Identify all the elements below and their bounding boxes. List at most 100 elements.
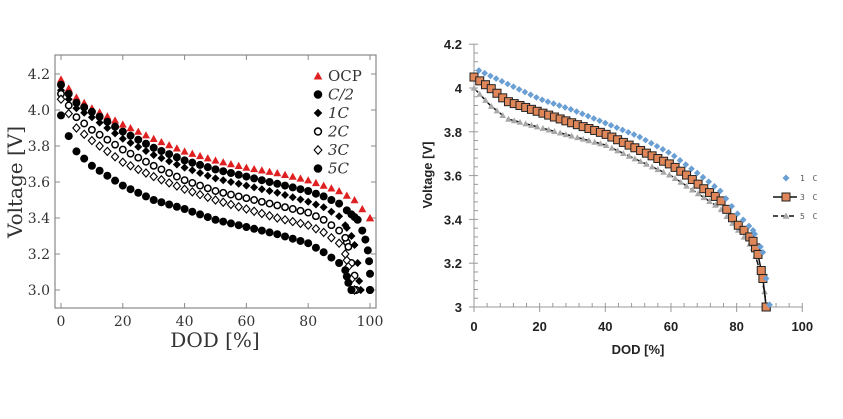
right-1c-point: [659, 146, 667, 153]
left-1c-point: [304, 197, 313, 206]
left-c-2-point: [366, 286, 374, 294]
right-legend-marker: [782, 212, 790, 219]
left-2c-point: [250, 196, 259, 204]
right-5c-point: [614, 147, 621, 154]
left-c-2-point: [311, 189, 320, 198]
left-1c-point: [165, 157, 174, 166]
left-5c-point: [219, 217, 228, 226]
right-5c-point: [700, 194, 708, 201]
left-2c-point: [157, 165, 166, 174]
left-c-2-point: [250, 174, 259, 183]
left-2c-point: [95, 130, 104, 139]
right-legend-marker: [781, 192, 791, 202]
left-ocp-point: [281, 170, 290, 178]
right-5c-point: [487, 102, 495, 109]
left-y-tick-label: 3.6: [28, 175, 50, 191]
left-1c-point: [353, 259, 362, 267]
left-1c-point: [157, 154, 166, 163]
right-1c-point: [573, 108, 580, 115]
left-1c-point: [211, 174, 220, 183]
right-1c-point: [670, 152, 678, 160]
left-ocp-point: [242, 163, 251, 171]
left-5c-point: [149, 196, 158, 204]
right-3c-point: [687, 175, 697, 185]
right-1c-point: [515, 86, 523, 93]
left-c-2-point: [288, 183, 297, 192]
right-5c-point: [551, 128, 558, 135]
right-5c-point: [493, 107, 501, 114]
right-5c-point: [516, 118, 524, 125]
left-legend-marker: [313, 164, 323, 173]
right-5c-point: [648, 163, 656, 170]
left-1c-point: [64, 95, 73, 104]
right-5c-point: [499, 112, 507, 119]
left-c-2-point: [64, 89, 73, 98]
left-legend-label: 1C: [328, 104, 350, 122]
right-1c-point: [682, 161, 690, 168]
left-c-2-point: [149, 143, 158, 152]
left-1c-point: [134, 142, 143, 151]
right-5c-point: [562, 131, 570, 138]
left-3c-point: [95, 141, 104, 151]
right-3c-point: [722, 204, 732, 214]
right-1c-point: [579, 110, 586, 118]
right-3c-point: [693, 179, 703, 189]
left-c-2-point: [57, 80, 65, 89]
left-c-2-point: [188, 158, 197, 167]
left-3c-point: [79, 129, 89, 140]
right-5c-point: [660, 168, 667, 175]
left-c-2-point: [296, 185, 305, 194]
left-3c-point: [272, 213, 282, 223]
left-5c-point: [80, 154, 89, 163]
left-1c-point: [319, 203, 328, 212]
left-3c-point: [303, 220, 313, 231]
left-ocp-point: [311, 178, 320, 187]
left-1c-point: [242, 181, 251, 190]
left-2c-point: [64, 101, 73, 110]
left-1c-point: [188, 166, 197, 175]
right-1c-point: [705, 178, 713, 186]
left-3c-point: [110, 151, 120, 162]
left-5c-point: [64, 132, 73, 141]
left-ocp-point: [180, 147, 189, 155]
left-2c-point: [80, 119, 89, 128]
left-3c-point: [218, 197, 228, 208]
left-5c-point: [95, 166, 104, 175]
left-5c-point: [257, 226, 266, 235]
left-2c-point: [288, 205, 297, 213]
left-1c-point: [87, 113, 96, 122]
right-1c-point: [757, 243, 764, 251]
left-1c-point: [250, 183, 259, 192]
left-ocp-point: [265, 167, 274, 175]
left-y-tick-label: 3.8: [28, 139, 50, 155]
right-legend-label: 5 C: [800, 212, 819, 221]
left-2c-point: [281, 203, 289, 212]
right-5c-point: [585, 137, 593, 144]
left-5c-point: [342, 272, 351, 281]
left-c-2-point: [87, 107, 96, 116]
left-1c-point: [172, 160, 181, 169]
right-1c-point: [590, 115, 598, 122]
left-3c-point: [87, 135, 97, 146]
right-3c-point: [748, 236, 758, 246]
left-2c-point: [196, 181, 205, 190]
left-1c-point: [341, 221, 350, 230]
left-2c-point: [327, 221, 336, 230]
right-5c-point: [671, 175, 679, 181]
right-5c-point: [539, 124, 547, 131]
left-3c-point: [265, 210, 274, 221]
right-5c-point: [712, 201, 719, 208]
left-y-tick-label: 4.0: [28, 103, 50, 119]
right-5c-point: [597, 140, 604, 147]
left-2c-point: [165, 169, 174, 177]
left-2c-point: [211, 187, 220, 195]
left-5c-point: [203, 213, 212, 222]
left-ocp-point: [188, 149, 197, 157]
left-1c-point: [311, 200, 320, 209]
left-3c-point: [103, 146, 112, 157]
left-c-2-point: [273, 179, 282, 188]
left-ocp-point: [141, 131, 150, 139]
right-1c-point: [722, 195, 730, 202]
left-1c-point: [103, 124, 112, 132]
